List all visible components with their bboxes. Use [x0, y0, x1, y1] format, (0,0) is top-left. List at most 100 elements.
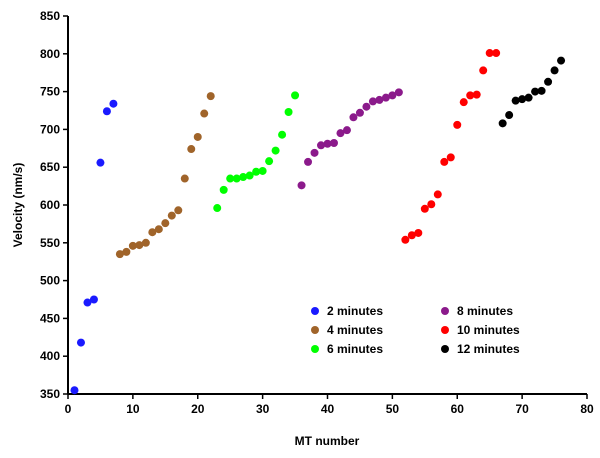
- data-point: [135, 241, 144, 250]
- data-point: [511, 96, 520, 105]
- legend-marker: [441, 326, 449, 334]
- y-tick-label: 450: [40, 311, 60, 325]
- data-point: [453, 120, 462, 129]
- legend-item: 4 minutes: [311, 323, 383, 337]
- x-axis-ticks: 0 10 20 30 40 50 60 70 80: [65, 394, 594, 416]
- data-point: [531, 87, 540, 96]
- data-point: [498, 119, 507, 128]
- data-point: [304, 157, 313, 166]
- data-point: [388, 91, 397, 100]
- legend-marker: [311, 307, 319, 315]
- data-point: [440, 157, 449, 166]
- legend-item: 12 minutes: [441, 342, 520, 356]
- data-point: [446, 153, 455, 162]
- data-point: [200, 109, 209, 118]
- data-point: [193, 132, 202, 141]
- data-point: [524, 93, 533, 102]
- data-point: [102, 107, 111, 116]
- data-point: [433, 190, 442, 199]
- data-point: [297, 181, 306, 190]
- data-point: [394, 88, 403, 97]
- legend-label: 4 minutes: [327, 323, 383, 337]
- data-point: [115, 250, 124, 259]
- series-3: [297, 88, 403, 190]
- data-point: [232, 174, 241, 183]
- legend-item: 10 minutes: [441, 323, 520, 337]
- x-tick-label: 40: [321, 402, 335, 416]
- data-point: [466, 91, 475, 100]
- x-tick-label: 60: [451, 402, 465, 416]
- data-point: [284, 108, 293, 117]
- data-point: [219, 185, 228, 194]
- data-point: [291, 91, 300, 100]
- data-point: [76, 338, 85, 347]
- legend-marker: [311, 345, 319, 353]
- data-point: [122, 247, 131, 256]
- data-point: [550, 66, 559, 75]
- data-point: [83, 298, 92, 307]
- data-point: [187, 145, 196, 154]
- legend-marker: [441, 345, 449, 353]
- data-point: [89, 295, 98, 304]
- data-point: [368, 97, 377, 106]
- legend-item: 8 minutes: [441, 304, 513, 318]
- data-point: [141, 238, 150, 247]
- x-axis-title: MT number: [295, 434, 360, 448]
- data-point: [401, 235, 410, 244]
- data-point: [148, 228, 157, 237]
- data-point: [381, 93, 390, 102]
- series-5: [498, 56, 566, 128]
- data-point: [557, 56, 566, 65]
- data-point: [342, 126, 351, 135]
- legend-label: 10 minutes: [457, 323, 520, 337]
- y-tick-label: 400: [40, 349, 60, 363]
- data-point: [323, 139, 332, 148]
- y-tick-label: 800: [40, 47, 60, 61]
- legend-item: 2 minutes: [311, 304, 383, 318]
- data-point: [518, 95, 527, 104]
- x-tick-label: 50: [386, 402, 400, 416]
- x-tick-label: 0: [65, 402, 72, 416]
- legend-label: 6 minutes: [327, 342, 383, 356]
- data-point: [485, 49, 494, 58]
- legend: 2 minutes 4 minutes 6 minutes 8 minutes 10 m…: [311, 304, 520, 356]
- y-tick-label: 500: [40, 274, 60, 288]
- data-point: [154, 225, 163, 234]
- legend-marker: [311, 326, 319, 334]
- data-point: [537, 86, 546, 95]
- y-tick-label: 750: [40, 85, 60, 99]
- data-point: [278, 130, 287, 139]
- data-point: [258, 166, 267, 175]
- series-4: [401, 49, 501, 244]
- data-point: [544, 77, 553, 86]
- data-point: [226, 174, 235, 183]
- legend-label: 8 minutes: [457, 304, 513, 318]
- data-points: [70, 49, 566, 395]
- series-1: [115, 92, 215, 259]
- data-point: [336, 129, 345, 138]
- data-point: [414, 228, 423, 237]
- y-tick-label: 850: [40, 9, 60, 23]
- data-point: [245, 171, 254, 180]
- data-point: [265, 157, 274, 166]
- data-point: [70, 386, 79, 395]
- series-0: [70, 99, 118, 395]
- legend-item: 6 minutes: [311, 342, 383, 356]
- data-point: [420, 204, 429, 213]
- data-point: [479, 66, 488, 75]
- data-point: [329, 139, 338, 148]
- y-axis-title: Velocity (nm/s): [11, 163, 25, 248]
- y-axis-ticks: 350 400 450 500 550 600 650 700 750 800 850: [40, 9, 68, 401]
- data-point: [459, 98, 468, 107]
- data-point: [310, 148, 319, 157]
- data-point: [362, 102, 371, 111]
- legend-label: 2 minutes: [327, 304, 383, 318]
- data-point: [492, 49, 501, 58]
- x-tick-label: 20: [191, 402, 205, 416]
- x-tick-label: 10: [126, 402, 140, 416]
- plot-area: [67, 16, 587, 395]
- legend-label: 12 minutes: [457, 342, 520, 356]
- data-point: [161, 219, 170, 228]
- legend-marker: [441, 307, 449, 315]
